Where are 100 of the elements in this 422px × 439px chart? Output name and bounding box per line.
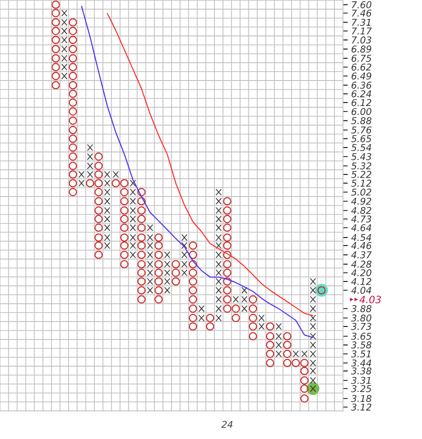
point — [223, 206, 232, 215]
y-tick-label: 5.02 — [351, 188, 372, 196]
point — [216, 260, 222, 268]
point — [223, 277, 232, 286]
point — [104, 198, 110, 205]
point — [137, 241, 146, 250]
y-tick-label: 5.54 — [351, 144, 372, 152]
point — [223, 295, 232, 304]
point — [86, 179, 94, 188]
point — [68, 152, 77, 161]
point — [68, 126, 77, 134]
point — [164, 260, 170, 268]
point — [223, 260, 232, 268]
line-series — [106, 12, 314, 316]
y-tick-label: 3.65 — [351, 332, 372, 340]
y-tick-label: 4.64 — [351, 224, 372, 232]
point — [104, 216, 110, 222]
point — [164, 286, 170, 294]
point — [266, 358, 274, 368]
y-tick-label: 3.51 — [351, 350, 370, 358]
point — [68, 36, 77, 44]
point — [223, 286, 232, 294]
point — [188, 295, 198, 304]
point — [130, 242, 136, 250]
point — [120, 260, 128, 268]
point — [137, 268, 146, 277]
point — [276, 322, 282, 330]
y-tick-label: 6.00 — [352, 108, 372, 116]
point — [130, 251, 136, 258]
point — [94, 152, 103, 161]
point — [61, 72, 68, 80]
point — [137, 295, 146, 304]
y-tick-label: 4.28 — [351, 260, 372, 268]
point — [87, 144, 94, 152]
point — [61, 54, 68, 62]
point — [120, 206, 128, 215]
point — [223, 224, 232, 232]
point — [78, 171, 84, 178]
point — [112, 171, 119, 178]
point — [137, 277, 146, 286]
y-tick-label: 4.82 — [351, 206, 372, 214]
point — [154, 233, 163, 242]
point — [258, 322, 265, 330]
y-tick-label: 4.54 — [351, 234, 372, 242]
point — [137, 286, 146, 294]
point — [120, 250, 128, 259]
point — [94, 214, 103, 224]
point — [68, 81, 77, 90]
point — [301, 350, 308, 358]
point — [68, 116, 77, 125]
point — [68, 98, 77, 107]
point — [310, 296, 316, 303]
point — [216, 251, 222, 258]
point — [283, 332, 292, 340]
y-tick-label: 5.76 — [351, 126, 372, 134]
point — [248, 314, 258, 322]
point — [147, 242, 154, 250]
point — [310, 322, 316, 330]
point — [223, 241, 232, 250]
y-tick-label: 7.17 — [352, 28, 372, 34]
point — [266, 332, 274, 340]
point — [137, 206, 146, 215]
line-series — [80, 5, 314, 338]
y-tick-label: 4.37 — [351, 251, 372, 258]
point — [181, 234, 188, 241]
point — [216, 305, 222, 312]
point — [94, 233, 103, 242]
point — [266, 340, 274, 350]
point — [61, 64, 68, 71]
point — [276, 332, 282, 340]
point — [216, 224, 222, 232]
point — [68, 107, 77, 116]
point — [154, 260, 163, 268]
point — [52, 18, 60, 26]
point — [258, 314, 265, 322]
point — [52, 36, 60, 44]
point — [130, 180, 136, 187]
y-tick-label: 3.12 — [351, 404, 372, 411]
y-tick-label: 4.73 — [351, 215, 372, 223]
y-tick-label: 3.31 — [351, 376, 370, 384]
point — [130, 188, 136, 196]
point — [206, 322, 214, 331]
point — [300, 358, 309, 368]
point — [78, 180, 84, 187]
point — [248, 322, 258, 331]
point — [147, 286, 154, 294]
point — [154, 250, 163, 259]
y-tick-label: 3.73 — [351, 322, 372, 330]
point — [216, 286, 222, 294]
point — [120, 214, 128, 224]
point — [266, 350, 274, 358]
point — [216, 314, 222, 322]
point — [120, 241, 128, 250]
y-tick-label: 6.75 — [352, 54, 372, 62]
point — [181, 260, 188, 268]
point — [188, 250, 198, 259]
point — [310, 314, 316, 322]
point — [241, 296, 248, 303]
point — [137, 224, 146, 232]
point — [130, 216, 136, 222]
